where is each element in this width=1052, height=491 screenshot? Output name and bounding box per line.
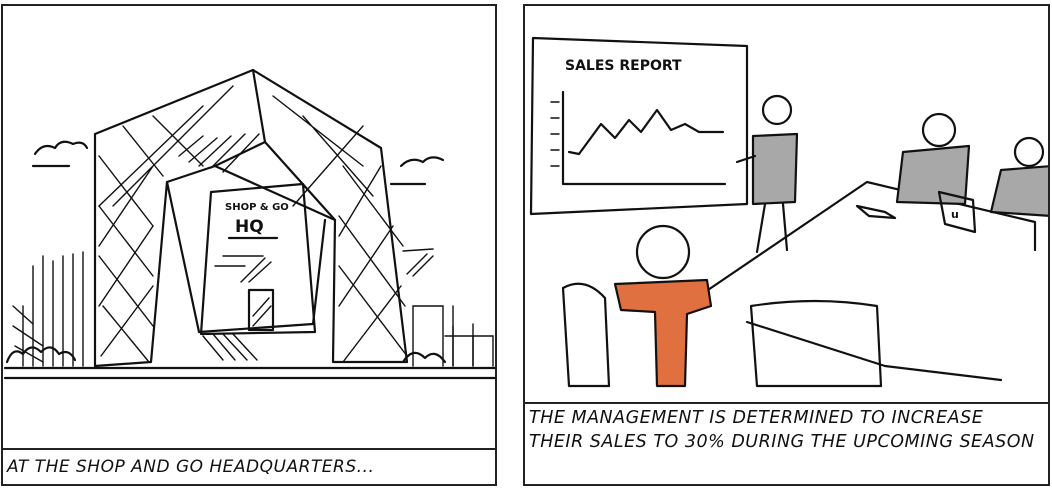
sign-main-text: HQ	[235, 217, 264, 237]
board-title: SALES REPORT	[565, 58, 682, 74]
laptop-logo: u	[951, 208, 959, 221]
sales-chart-board-illustration: SALES REPORT u	[529, 36, 1048, 388]
caption-headquarters: AT THE SHOP AND GO HEADQUARTERS...	[3, 448, 495, 484]
comic-panel-headquarters: SHOP & GO HQ AT THE SHOP AND GO HEADQUAR…	[1, 4, 497, 486]
headquarters-building-illustration: SHOP & GO HQ	[3, 68, 495, 380]
comic-panel-meeting: SALES REPORT u THE MANAGEMENT IS DETERMI…	[523, 4, 1050, 486]
caption-management: THE MANAGEMENT IS DETERMINED TO INCREASE…	[525, 402, 1048, 484]
sign-top-text: SHOP & GO	[225, 202, 289, 213]
